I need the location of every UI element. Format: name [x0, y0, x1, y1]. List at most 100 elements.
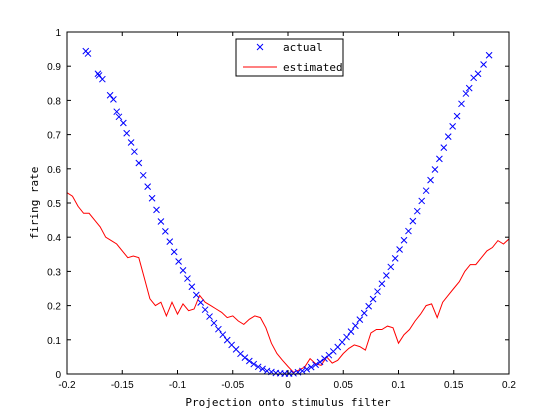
actual-point — [462, 90, 470, 97]
actual-point — [206, 313, 213, 320]
actual-point — [127, 139, 135, 146]
actual-point — [485, 51, 493, 59]
y-tick-label: 0.1 — [47, 336, 61, 347]
y-tick-label: 0.5 — [47, 199, 61, 210]
actual-point — [157, 218, 165, 225]
actual-point — [245, 357, 253, 365]
actual-point — [347, 328, 355, 335]
y-axis: 0 0.1 0.2 0.3 0.4 0.5 0.6 0.7 0.8 0.9 1 — [47, 28, 509, 381]
actual-point — [153, 206, 160, 214]
actual-point — [184, 275, 191, 282]
actual-point — [360, 309, 368, 317]
legend: actual estimated — [235, 38, 344, 77]
actual-point — [144, 183, 152, 190]
actual-point — [352, 322, 359, 330]
x-tick-label: -0.1 — [169, 380, 187, 391]
actual-point — [312, 361, 319, 369]
actual-point — [458, 100, 465, 108]
y-tick-label: 0.8 — [47, 96, 61, 107]
actual-point — [338, 338, 346, 346]
estimated-line — [66, 192, 510, 373]
legend-box — [235, 38, 344, 77]
actual-point — [197, 299, 205, 306]
actual-point — [254, 363, 262, 371]
actual-point — [120, 119, 127, 127]
actual-point — [139, 171, 147, 179]
plot-area — [67, 32, 509, 374]
actual-point — [400, 236, 408, 244]
actual-point — [192, 291, 200, 299]
actual-point — [115, 113, 123, 121]
actual-point — [436, 155, 443, 163]
actual-point — [303, 365, 311, 373]
y-tick-label: 0.6 — [47, 165, 61, 176]
actual-point — [110, 96, 117, 103]
actual-point — [418, 197, 426, 205]
x-tick-label: -0.05 — [221, 380, 244, 391]
x-axis: -0.2 -0.15 -0.1 -0.05 0 0.05 0.1 0.15 0.2 — [58, 32, 516, 391]
x-tick-label: -0.2 — [58, 380, 76, 391]
actual-point — [219, 331, 227, 339]
actual-point — [99, 75, 106, 83]
y-tick-label: 0.9 — [47, 62, 61, 73]
actual-point — [148, 194, 156, 202]
y-tick-label: 0.7 — [47, 131, 61, 142]
actual-series — [82, 47, 493, 378]
actual-point — [179, 267, 187, 274]
x-tick-label: 0.2 — [502, 380, 516, 391]
actual-point — [409, 217, 417, 225]
y-axis-label: firing rate — [28, 167, 41, 240]
actual-point — [449, 123, 456, 130]
actual-point — [123, 129, 131, 137]
y-tick-label: 0 — [55, 370, 61, 381]
x-tick-label: 0.1 — [392, 380, 406, 391]
legend-label-estimated: estimated — [283, 61, 343, 74]
actual-point — [444, 133, 452, 141]
actual-point — [422, 187, 430, 195]
actual-point — [413, 207, 421, 215]
actual-point — [161, 228, 169, 235]
actual-point — [113, 108, 121, 116]
legend-label-actual: actual — [283, 41, 323, 54]
actual-point — [259, 365, 266, 373]
actual-point — [135, 159, 143, 167]
x-tick-label: 0.15 — [444, 380, 464, 391]
legend-marker-actual — [256, 43, 264, 51]
actual-point — [378, 280, 386, 288]
x-axis-label: Projection onto stimulus filter — [185, 396, 391, 409]
actual-point — [106, 91, 114, 99]
x-tick-label: -0.15 — [111, 380, 134, 391]
actual-point — [188, 283, 196, 291]
actual-point — [369, 295, 377, 303]
actual-point — [307, 363, 315, 371]
actual-point — [299, 367, 306, 375]
actual-point — [201, 306, 209, 314]
actual-point — [166, 238, 174, 245]
actual-point — [175, 258, 182, 265]
x-tick-label: 0.05 — [334, 380, 354, 391]
y-tick-label: 0.4 — [47, 233, 61, 244]
actual-point — [321, 355, 328, 362]
actual-point — [170, 248, 178, 256]
x-tick-label: 0 — [285, 380, 291, 391]
actual-point — [427, 176, 434, 184]
actual-point — [440, 144, 448, 151]
actual-point — [405, 227, 412, 235]
actual-point — [241, 354, 249, 361]
y-tick-label: 1 — [55, 28, 61, 39]
actual-point — [387, 263, 395, 271]
actual-point — [382, 272, 390, 279]
actual-point — [396, 246, 403, 253]
estimated-series — [66, 192, 510, 373]
actual-point — [365, 302, 373, 310]
actual-point — [343, 333, 350, 341]
actual-point — [84, 50, 92, 57]
actual-point — [316, 358, 324, 366]
actual-point — [474, 70, 482, 78]
actual-point — [210, 319, 218, 327]
actual-point — [391, 255, 399, 262]
actual-point — [215, 325, 222, 333]
y-tick-label: 0.3 — [47, 267, 61, 278]
y-tick-label: 0.2 — [47, 302, 61, 313]
